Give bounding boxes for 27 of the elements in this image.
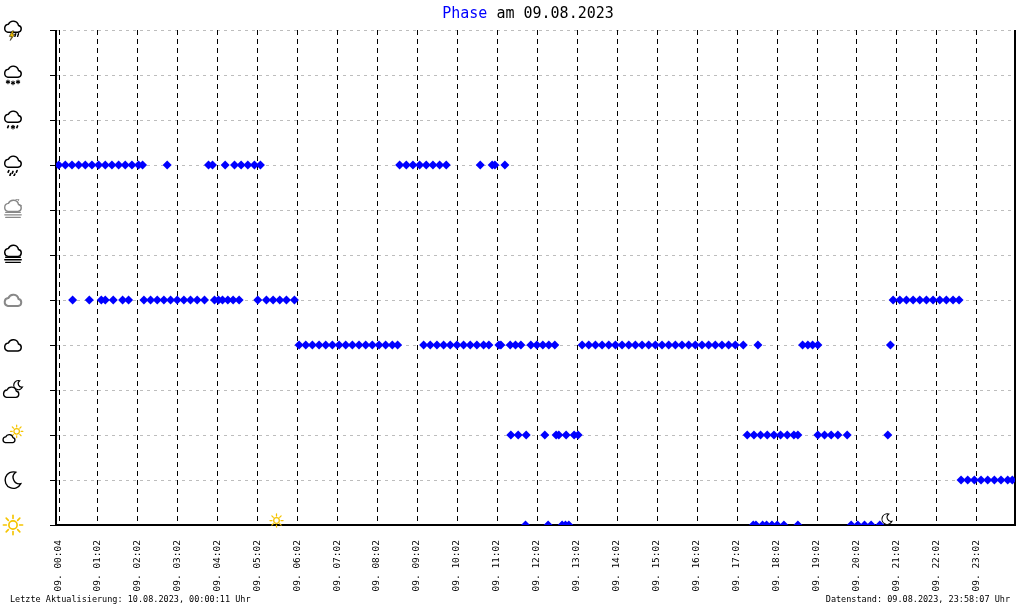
x-tick-label: 09. 06:02	[290, 540, 302, 592]
x-tick-label: 09. 13:02	[570, 540, 582, 592]
x-tick-label: 09. 20:02	[849, 540, 861, 592]
x-tick-label: 09. 03:02	[170, 540, 182, 592]
x-tick-label: 09. 16:02	[690, 540, 702, 592]
text: Letzte Aktualisierung: 10.08.2023, 00:00:11 Uhr	[10, 594, 251, 604]
x-tick-label: 09. 00:04	[52, 539, 64, 592]
x-tick-label: 09. 23:02	[969, 540, 981, 592]
x-tick-label: 09. 08:02	[370, 540, 382, 592]
x-tick-label: 09. 19:02	[810, 540, 822, 592]
x-tick-label: 09. 17:02	[730, 540, 742, 592]
text: Datenstand: 09.08.2023, 23:58:07 Uhr	[825, 594, 1010, 604]
chart-title: Phase am 09.08.2023	[442, 4, 614, 22]
x-tick-label: 09. 04:02	[210, 540, 222, 592]
x-tick-label: 09. 15:02	[650, 540, 662, 592]
x-tick-label: 09. 21:02	[889, 540, 901, 592]
x-tick-label: 09. 11:02	[490, 540, 502, 592]
x-tick-label: 09. 09:02	[410, 540, 422, 592]
x-tick-label: 09. 07:02	[330, 540, 342, 592]
x-tick-label: 09. 02:02	[130, 540, 142, 592]
x-tick-label: 09. 12:02	[530, 540, 542, 592]
x-tick-label: 09. 22:02	[929, 540, 941, 592]
x-tick-label: 09. 18:02	[770, 540, 782, 592]
x-tick-label: 09. 01:02	[90, 540, 102, 592]
x-tick-label: 09. 05:02	[250, 540, 262, 592]
x-tick-label: 09. 14:02	[610, 540, 622, 592]
x-tick-label: 09. 10:02	[450, 540, 462, 592]
